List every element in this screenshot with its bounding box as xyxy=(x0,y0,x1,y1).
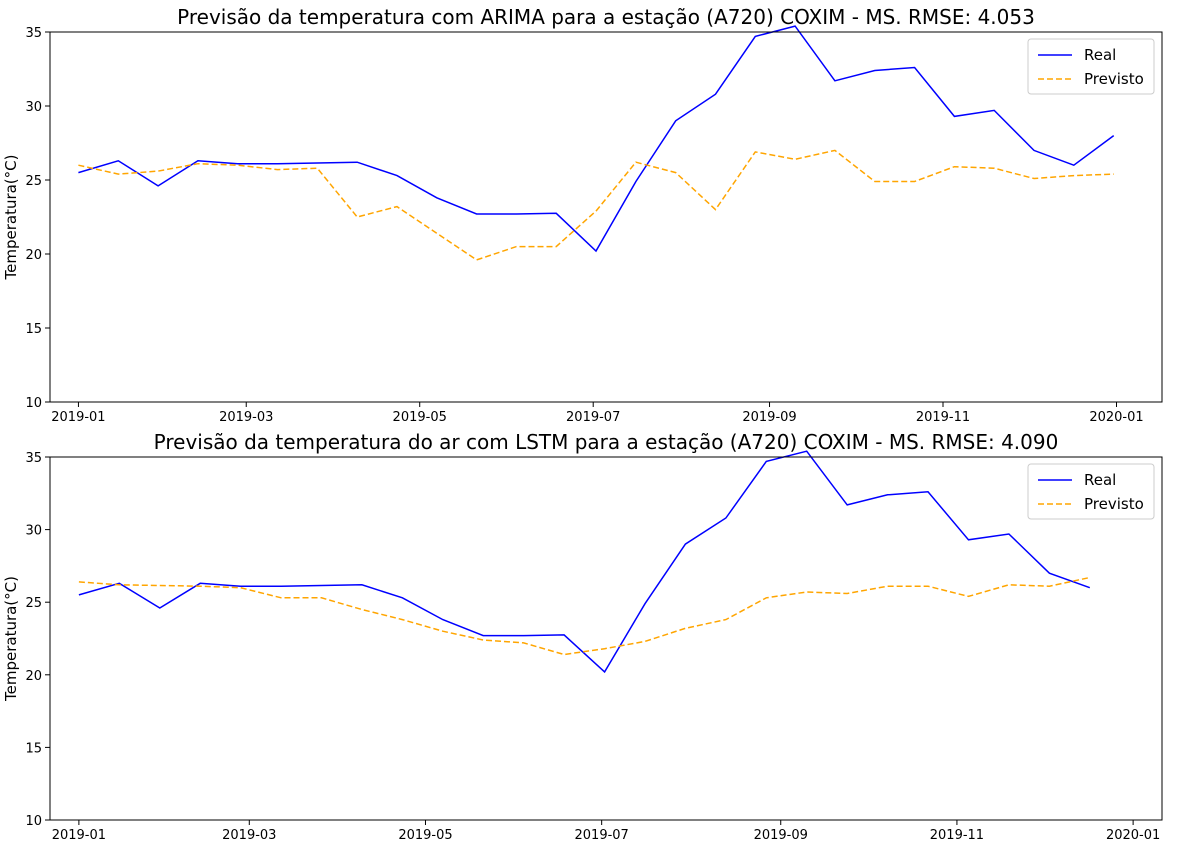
y-tick-label: 15 xyxy=(25,741,42,756)
x-tick-label: 2019-05 xyxy=(393,410,447,425)
x-tick-label: 2019-01 xyxy=(51,410,105,425)
chart-title: Previsão da temperatura do ar com LSTM p… xyxy=(154,430,1059,454)
x-tick-label: 2020-01 xyxy=(1089,410,1143,425)
y-tick-label: 25 xyxy=(25,174,42,189)
y-axis-label: Temperatura(°C) xyxy=(2,576,20,702)
plot-area-frame xyxy=(49,31,1163,403)
x-tick-label: 2019-11 xyxy=(930,828,984,843)
y-tick-label: 30 xyxy=(25,524,42,539)
series-line-previsto xyxy=(78,149,1114,261)
y-tick-label: 25 xyxy=(25,596,42,611)
y-tick-label: 10 xyxy=(25,396,42,411)
y-tick-label: 20 xyxy=(25,248,42,263)
x-tick-label: 2019-07 xyxy=(575,828,629,843)
legend-label-real: Real xyxy=(1084,471,1116,489)
series-line-real xyxy=(78,25,1115,253)
y-tick-label: 35 xyxy=(25,451,42,466)
y-tick-label: 20 xyxy=(25,669,42,684)
x-tick-label: 2020-01 xyxy=(1106,828,1160,843)
x-tick-label: 2019-03 xyxy=(222,828,276,843)
legend-label-real: Real xyxy=(1084,46,1116,64)
y-tick-label: 10 xyxy=(25,814,42,829)
y-tick-label: 35 xyxy=(25,26,42,41)
chart-title: Previsão da temperatura com ARIMA para a… xyxy=(177,5,1035,29)
x-tick-label: 2019-03 xyxy=(219,410,273,425)
y-tick-label: 15 xyxy=(25,322,42,337)
legend-box xyxy=(1027,463,1155,520)
y-tick-label: 30 xyxy=(25,100,42,115)
x-tick-label: 2019-05 xyxy=(398,828,452,843)
y-axis-label: Temperatura(°C) xyxy=(2,155,20,281)
series-line-real xyxy=(78,450,1091,674)
legend-label-previsto: Previsto xyxy=(1084,495,1144,513)
x-tick-label: 2019-07 xyxy=(566,410,620,425)
x-tick-label: 2019-09 xyxy=(742,410,796,425)
series-line-previsto xyxy=(78,576,1090,656)
x-tick-label: 2019-09 xyxy=(754,828,808,843)
plot-area-frame xyxy=(49,456,1163,821)
chart-arima: Previsão da temperatura com ARIMA para a… xyxy=(2,5,1163,425)
chart-lstm: Previsão da temperatura do ar com LSTM p… xyxy=(2,430,1163,843)
legend-box xyxy=(1027,38,1155,95)
legend-label-previsto: Previsto xyxy=(1084,70,1144,88)
x-tick-label: 2019-11 xyxy=(916,410,970,425)
x-tick-label: 2019-01 xyxy=(52,828,106,843)
